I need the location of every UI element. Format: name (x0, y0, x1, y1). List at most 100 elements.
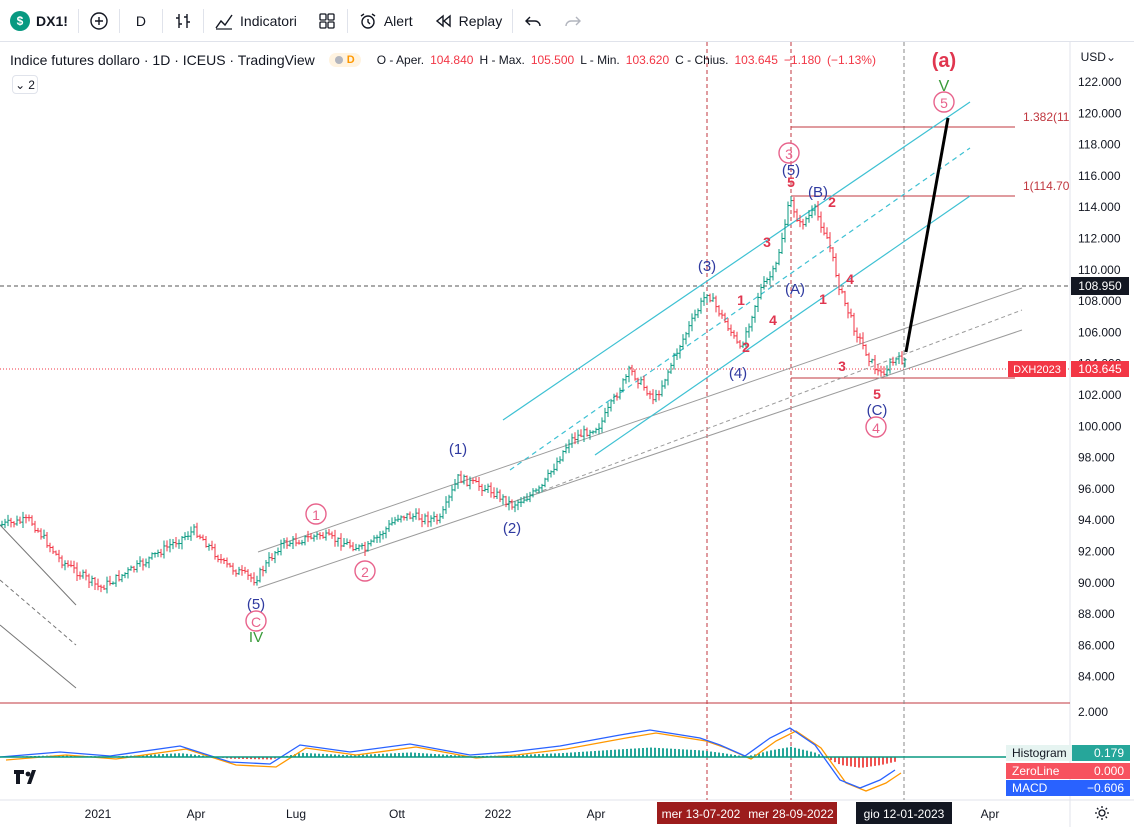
candle (597, 423, 601, 435)
indicators-button[interactable]: Indicatori (204, 0, 307, 42)
candle (132, 565, 136, 573)
data-badge[interactable]: D (328, 53, 361, 67)
macd-histogram-bar (238, 757, 240, 759)
compare-button[interactable] (79, 0, 119, 42)
redo-button[interactable] (553, 0, 593, 42)
collapse-indicators-button[interactable]: ⌄ 2 (12, 75, 38, 94)
time-axis[interactable]: 2021 Apr Lug Ott 2022 Apr Apr (85, 807, 1000, 821)
wave-C-circle-label: C (251, 614, 261, 630)
candle (33, 520, 37, 533)
candle (885, 365, 889, 377)
cyan-channel-lower (594, 195, 971, 456)
candle (3, 518, 7, 529)
indicators-label: Indicatori (240, 12, 297, 29)
currency-selector[interactable]: USD⌄ (1081, 50, 1116, 64)
candle (879, 365, 883, 377)
zeroline-legend: ZeroLine 0.000 (1006, 763, 1130, 779)
macd-histogram-bar (546, 753, 548, 757)
candle (192, 524, 196, 536)
candle (822, 222, 826, 236)
divider (203, 8, 205, 33)
candle (603, 407, 607, 423)
candle (171, 539, 175, 550)
macd-histogram-bar (302, 752, 304, 757)
undo-button[interactable] (513, 0, 553, 42)
macd-histogram-bar (794, 747, 796, 757)
macd-signal-line (5, 730, 902, 792)
candle (435, 513, 439, 525)
change-value: −1.180 (783, 53, 821, 67)
candle (729, 324, 733, 337)
candle (222, 557, 226, 564)
wave-C: (C) (867, 402, 888, 419)
candle (723, 312, 727, 323)
candle (234, 569, 238, 577)
plus-circle-icon (89, 11, 109, 31)
candle (267, 552, 271, 567)
macd-histogram-bar (346, 755, 348, 757)
macd-histogram-bar (714, 752, 716, 757)
candle (657, 390, 661, 401)
candle (666, 369, 670, 386)
candle (420, 513, 424, 528)
tradingview-logo-icon[interactable] (14, 770, 40, 788)
macd-histogram-bar (522, 754, 524, 757)
interval-button[interactable]: D (120, 0, 162, 42)
symbol-search[interactable]: $ DX1! (0, 0, 78, 42)
candle (228, 562, 232, 568)
candle (294, 533, 298, 547)
wave-5-red-b: 5 (873, 386, 881, 402)
candle (282, 538, 286, 549)
candle (726, 318, 730, 332)
settings-gear-icon[interactable] (1094, 805, 1110, 826)
gray-channel-lower (257, 329, 1023, 589)
wave-2-red: 2 (742, 339, 750, 355)
candle (849, 308, 853, 318)
macd-histogram-bar (382, 753, 384, 757)
macd-histogram-bar (782, 748, 784, 757)
price-tick: 88.000 (1078, 607, 1115, 621)
candle (240, 565, 244, 576)
macd-histogram-bar (850, 757, 852, 767)
candle (552, 463, 556, 475)
candle (594, 427, 598, 434)
candle (360, 543, 364, 550)
candle (252, 572, 256, 586)
candle (753, 305, 757, 323)
chart-area[interactable]: 122.000 120.000 118.000 116.000 114.000 112.0… (0, 42, 1134, 827)
macd-histogram-bar (890, 757, 892, 763)
candle (609, 398, 613, 412)
last-price: 103.645 (1078, 362, 1122, 376)
candle (99, 584, 103, 593)
wave-1-circle (305, 503, 327, 525)
candle (531, 488, 535, 498)
macd-histogram-bar (670, 748, 672, 757)
candle (405, 513, 409, 521)
price-axis[interactable]: 122.000 120.000 118.000 116.000 114.000 112.0… (1078, 75, 1122, 684)
candle (21, 511, 25, 528)
replay-button[interactable]: Replay (423, 0, 513, 42)
gray-channel-upper (257, 287, 1023, 553)
candle (492, 487, 496, 499)
candle (114, 574, 118, 587)
candle (399, 515, 403, 523)
macd-histogram-bar (878, 757, 880, 766)
change-pct: (−1.13%) (826, 53, 876, 67)
macd-histogram-bar (790, 746, 792, 757)
wave-C-circle (245, 610, 267, 632)
candle (141, 558, 145, 571)
price-chart[interactable]: 122.000120.000118.000116.000114.000112.0… (0, 42, 1134, 827)
price-tick: 114.000 (1078, 200, 1121, 214)
candle (36, 527, 40, 533)
chart-type-button[interactable] (163, 0, 203, 42)
divider (512, 8, 514, 33)
candle (423, 513, 427, 525)
price-tick: 98.000 (1078, 451, 1115, 465)
candle (762, 276, 766, 290)
layouts-button[interactable] (307, 0, 347, 42)
candle (27, 514, 31, 522)
price-tick: 96.000 (1078, 482, 1115, 496)
macd-histogram-bar (686, 749, 688, 757)
wave-p2: (2) (503, 520, 521, 537)
alert-button[interactable]: Alert (348, 0, 423, 42)
